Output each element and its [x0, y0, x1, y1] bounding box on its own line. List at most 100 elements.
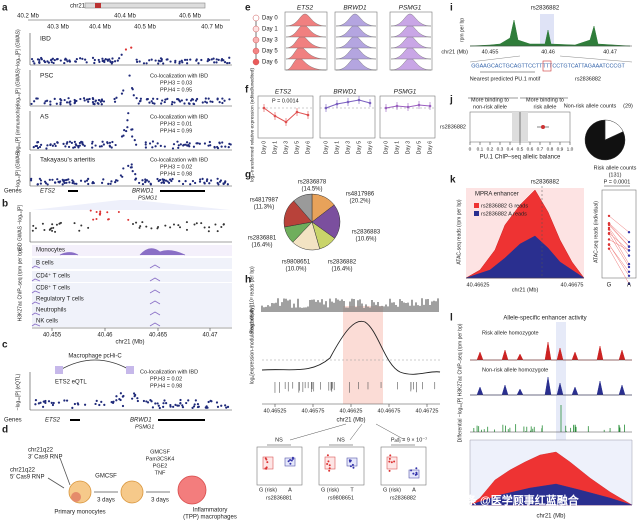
point: [284, 120, 288, 124]
snp-point: [130, 166, 133, 169]
snp-point: [179, 402, 182, 405]
point: [428, 104, 432, 108]
label: chr21 (Mb): [512, 287, 539, 293]
snp-point: [205, 101, 209, 104]
label: chr21 (Mb): [336, 418, 365, 424]
snp-point: [148, 101, 151, 104]
snp-point: [63, 98, 66, 102]
pie-slice: [293, 193, 313, 223]
point: [607, 238, 611, 241]
snp-point: [169, 226, 172, 229]
snp-point: [124, 48, 128, 51]
snp-point: [106, 59, 110, 62]
snp-point: [201, 177, 204, 180]
label: 40.46725: [416, 408, 439, 414]
snp-point: [54, 144, 57, 148]
snp-point: [73, 140, 76, 143]
label: Day 5: [416, 141, 422, 154]
snp-point: [120, 92, 124, 95]
snp-point: [187, 399, 190, 402]
pie-slice: [311, 204, 341, 239]
snp-point: [176, 98, 179, 101]
label: rs2836881: [248, 236, 277, 242]
label: log₂-transformed relative expression (ed…: [249, 68, 255, 183]
point: [389, 454, 392, 457]
snp-point: [197, 62, 200, 65]
snp-point: [84, 58, 87, 61]
snp-point: [40, 143, 43, 146]
snp-point: [83, 99, 86, 102]
snp-point: [31, 229, 34, 232]
snp-point: [188, 142, 191, 145]
box: [262, 456, 274, 470]
snp-point: [183, 58, 187, 61]
snp-point: [150, 400, 153, 403]
snp-point: [53, 59, 56, 62]
snp-point: [43, 60, 47, 64]
snp-point: [192, 145, 196, 148]
panel-letter: g: [245, 170, 251, 181]
snp-point: [191, 406, 194, 409]
snp-point: [184, 180, 187, 183]
panel-letter: e: [245, 3, 251, 14]
snp-point: [174, 403, 177, 406]
snp-point: [113, 60, 117, 63]
pair-line: [608, 239, 630, 251]
plot-frame: [601, 189, 637, 279]
snp-point: [228, 98, 231, 101]
snp-point: [34, 144, 37, 148]
snp-point: [144, 141, 147, 144]
track-band: [32, 271, 232, 282]
snp-point: [94, 99, 98, 102]
label: risk allele: [534, 104, 557, 110]
snp-point: [77, 403, 80, 406]
snp-point: [98, 60, 101, 63]
label: Macrophage pcHi-C: [68, 354, 122, 360]
snp-point: [54, 230, 57, 233]
snp-point: [188, 145, 191, 148]
snp-point: [85, 61, 88, 64]
snp-point: [226, 183, 229, 186]
snp-point: [91, 146, 94, 149]
snp-point: [115, 395, 118, 398]
zoom-funnel: [32, 200, 230, 210]
snp-point: [157, 62, 160, 65]
snp-point: [131, 135, 134, 138]
label: Day 0: [262, 16, 278, 22]
snp-point: [160, 102, 163, 105]
point: [395, 104, 399, 108]
snp-point: [32, 60, 35, 63]
snp-point: [134, 177, 138, 180]
snp-point: [138, 60, 141, 63]
chip-track: [470, 341, 632, 361]
snp-point: [41, 405, 45, 408]
snp-point: [160, 58, 163, 61]
snp-point: [107, 182, 110, 185]
label: Inflammatory: [193, 508, 228, 514]
snp-point: [95, 211, 98, 214]
point: [262, 106, 266, 110]
plot-frame: [379, 95, 436, 139]
label: Day 1: [272, 141, 278, 154]
snp-point: [174, 61, 177, 64]
snp-point: [133, 139, 136, 142]
panel-letter: j: [449, 95, 453, 106]
snp-point: [61, 178, 64, 181]
point: [357, 98, 361, 102]
snp-point: [97, 58, 100, 62]
point: [607, 247, 611, 250]
day-dot: [252, 14, 260, 22]
label: 0: [469, 146, 472, 152]
snp-point: [106, 211, 109, 214]
snp-point: [110, 180, 113, 183]
snp-point: [168, 178, 172, 181]
snp-point: [102, 100, 106, 103]
snp-point: [200, 58, 203, 62]
snp-point: [30, 57, 34, 61]
snp-point: [180, 99, 183, 102]
point: [627, 274, 631, 278]
snp-point: [102, 143, 105, 146]
label: rs2836882 G reads: [481, 203, 528, 209]
snp-point: [49, 100, 52, 103]
snp-point: [72, 146, 75, 149]
